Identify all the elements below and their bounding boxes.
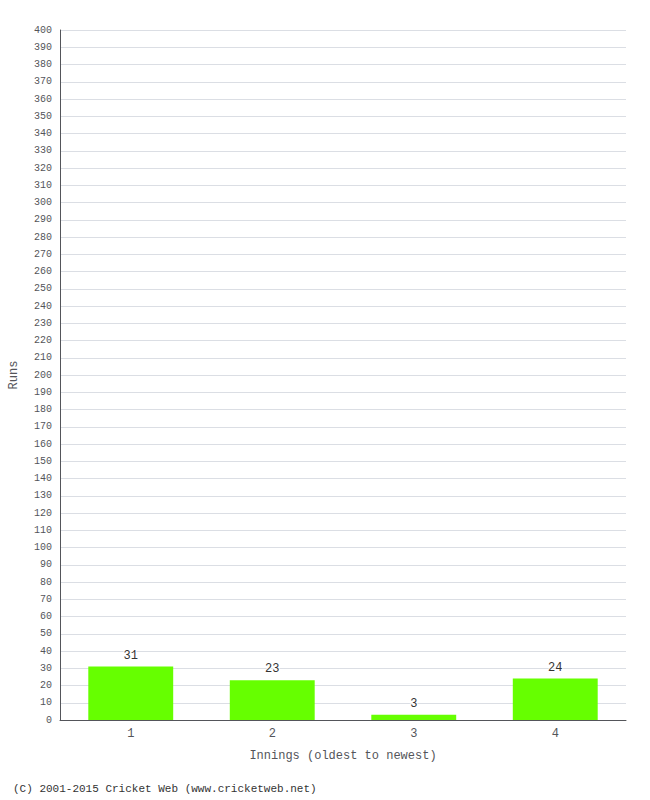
svg-text:50: 50 xyxy=(40,628,52,639)
svg-text:210: 210 xyxy=(34,352,52,363)
svg-text:10: 10 xyxy=(40,697,52,708)
svg-text:300: 300 xyxy=(34,197,52,208)
svg-text:360: 360 xyxy=(34,94,52,105)
svg-text:290: 290 xyxy=(34,214,52,225)
svg-text:240: 240 xyxy=(34,301,52,312)
svg-text:24: 24 xyxy=(548,661,562,675)
svg-text:310: 310 xyxy=(34,180,52,191)
svg-text:270: 270 xyxy=(34,249,52,260)
svg-text:3: 3 xyxy=(410,697,417,711)
svg-text:140: 140 xyxy=(34,473,52,484)
svg-text:150: 150 xyxy=(34,456,52,467)
svg-text:80: 80 xyxy=(40,577,52,588)
svg-text:370: 370 xyxy=(34,76,52,87)
svg-text:220: 220 xyxy=(34,335,52,346)
svg-text:260: 260 xyxy=(34,266,52,277)
svg-text:2: 2 xyxy=(269,727,276,741)
svg-text:340: 340 xyxy=(34,128,52,139)
svg-text:390: 390 xyxy=(34,42,52,53)
svg-text:200: 200 xyxy=(34,370,52,381)
svg-text:330: 330 xyxy=(34,145,52,156)
svg-text:230: 230 xyxy=(34,318,52,329)
svg-text:31: 31 xyxy=(124,649,138,663)
svg-text:0: 0 xyxy=(46,715,52,726)
svg-text:120: 120 xyxy=(34,508,52,519)
svg-text:1: 1 xyxy=(127,727,134,741)
svg-text:400: 400 xyxy=(34,25,52,36)
svg-text:320: 320 xyxy=(34,163,52,174)
svg-text:70: 70 xyxy=(40,594,52,605)
svg-text:40: 40 xyxy=(40,646,52,657)
svg-text:130: 130 xyxy=(34,490,52,501)
svg-text:250: 250 xyxy=(34,283,52,294)
svg-text:(C) 2001-2015 Cricket Web (www: (C) 2001-2015 Cricket Web (www.cricketwe… xyxy=(13,783,317,795)
svg-text:110: 110 xyxy=(34,525,52,536)
svg-text:380: 380 xyxy=(34,59,52,70)
svg-text:30: 30 xyxy=(40,663,52,674)
svg-text:280: 280 xyxy=(34,232,52,243)
svg-text:60: 60 xyxy=(40,611,52,622)
svg-text:160: 160 xyxy=(34,439,52,450)
svg-text:100: 100 xyxy=(34,542,52,553)
svg-text:90: 90 xyxy=(40,559,52,570)
svg-text:20: 20 xyxy=(40,680,52,691)
svg-text:170: 170 xyxy=(34,421,52,432)
svg-text:Runs: Runs xyxy=(7,361,21,390)
svg-text:350: 350 xyxy=(34,111,52,122)
svg-text:3: 3 xyxy=(410,727,417,741)
svg-text:23: 23 xyxy=(265,662,279,676)
svg-text:190: 190 xyxy=(34,387,52,398)
svg-text:4: 4 xyxy=(552,727,559,741)
svg-text:180: 180 xyxy=(34,404,52,415)
svg-text:Innings (oldest to newest): Innings (oldest to newest) xyxy=(249,749,436,763)
